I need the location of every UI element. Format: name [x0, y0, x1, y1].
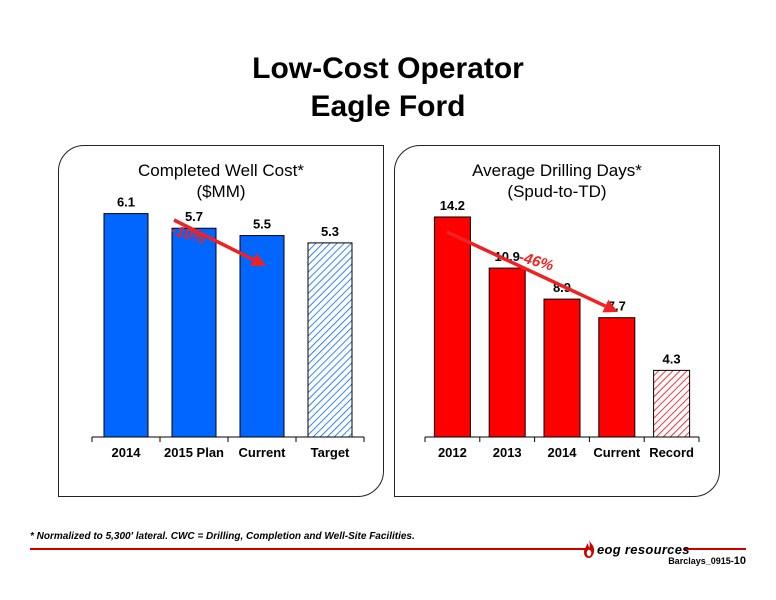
chart-title: Completed Well Cost* — [138, 161, 304, 180]
bar-current — [598, 317, 636, 438]
bar-record — [653, 369, 691, 438]
category-tick-label: 2012 — [438, 445, 467, 460]
footer-divider — [30, 548, 587, 550]
bar-value-label: 6.1 — [117, 195, 135, 210]
title-line-2: Eagle Ford — [310, 90, 466, 123]
category-tick-label: Record — [649, 445, 694, 460]
footer-divider-right — [684, 548, 746, 550]
chart-subtitle: ($MM) — [196, 182, 246, 201]
bar-current — [239, 235, 285, 438]
trend-arrow — [173, 218, 255, 262]
bar-2014 — [103, 213, 149, 438]
page-title: Low-Cost Operator Eagle Ford — [0, 50, 776, 126]
bar-value-label: 14.2 — [440, 198, 465, 213]
chart-subtitle: (Spud-to-TD) — [507, 182, 607, 201]
bar-target — [307, 242, 353, 438]
category-tick-label: 2015 Plan — [164, 445, 224, 460]
page-reference: Barclays_0915-10 — [668, 555, 746, 567]
bar-2014 — [543, 298, 581, 438]
title-line-1: Low-Cost Operator — [252, 52, 524, 85]
well-cost-chart-title: Completed Well Cost* ($MM) — [59, 160, 383, 202]
chart-title: Average Drilling Days* — [472, 161, 642, 180]
bar-value-label: 4.3 — [663, 351, 681, 366]
logo-text: eog resources — [597, 541, 690, 557]
well-cost-chart-panel: Completed Well Cost* ($MM) 6.1 2014 5.7 201… — [58, 145, 384, 497]
trend-arrow — [446, 230, 607, 308]
category-tick-label: Current — [593, 445, 641, 460]
bar-value-label: 10.9 — [495, 249, 520, 264]
trend-arrow-head — [602, 299, 618, 313]
eog-logo: eog resources — [582, 538, 690, 560]
drilling-days-bar-chart: 14.2201210.920138.920147.7Current4.3Reco… — [424, 198, 700, 460]
bar-2012 — [433, 216, 471, 438]
category-tick-label: 2014 — [112, 445, 142, 460]
trend-arrow-head — [250, 253, 266, 266]
drilling-days-chart-panel: Average Drilling Days* (Spud-to-TD) 14.2… — [394, 145, 720, 497]
bar-2013 — [488, 267, 526, 438]
bar-value-label: 5.3 — [321, 224, 339, 239]
page-number: 10 — [733, 555, 746, 567]
page-ref-prefix: Barclays_0915- — [668, 556, 734, 566]
bar-2015-plan — [171, 227, 217, 438]
category-tick-label: Current — [239, 445, 287, 460]
bar-value-label: 5.7 — [185, 209, 203, 224]
drilling-days-chart-title: Average Drilling Days* (Spud-to-TD) — [395, 160, 719, 202]
category-tick-label: Target — [311, 445, 350, 460]
category-tick-label: 2013 — [493, 445, 522, 460]
category-tick-label: 2014 — [548, 445, 578, 460]
bar-value-label: 5.5 — [253, 217, 271, 232]
flame-icon — [584, 540, 595, 558]
footnote: * Normalized to 5,300' lateral. CWC = Dr… — [30, 531, 415, 542]
